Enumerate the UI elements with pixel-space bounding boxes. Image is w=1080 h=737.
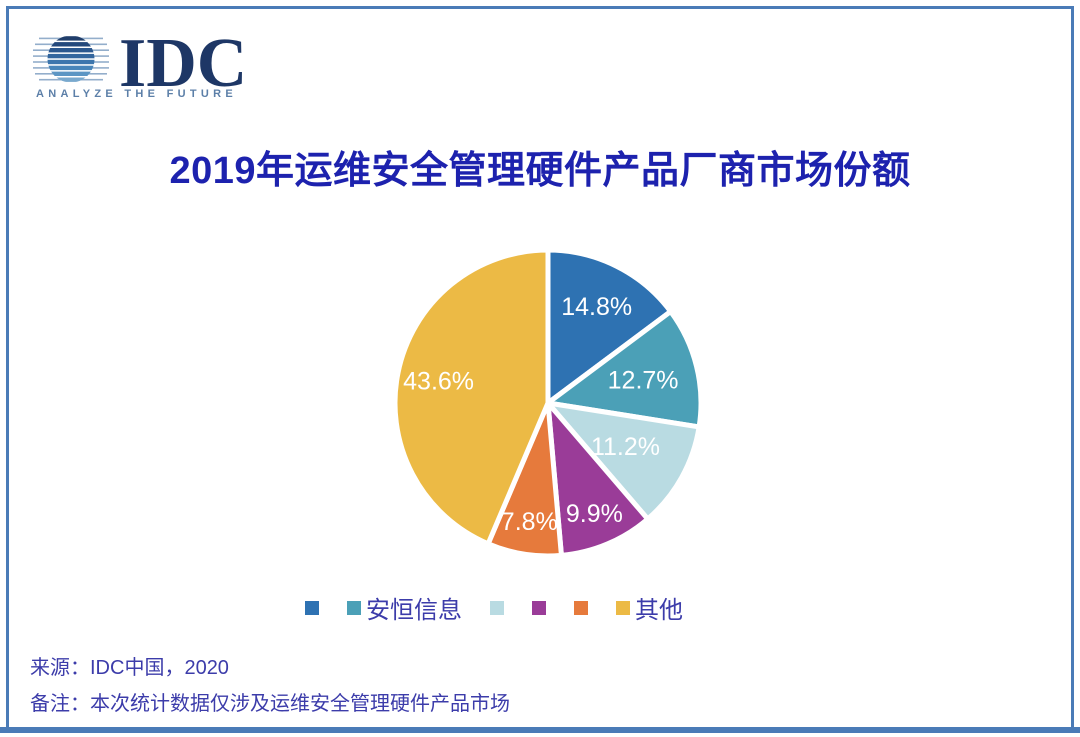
source-line: 来源：IDC中国，2020 (30, 657, 229, 679)
legend-item-5: 其他 (616, 590, 683, 625)
idc-globe-icon: IDC (33, 25, 247, 102)
legend-item-2 (490, 600, 504, 615)
pie-slice-label-1: 12.7% (608, 367, 679, 395)
idc-logo-text: IDC (119, 25, 247, 102)
pie-slice-label-3: 9.9% (566, 500, 623, 528)
legend-swatch-icon (574, 600, 588, 615)
pie-slice-label-4: 7.8% (501, 508, 558, 536)
pie-slice-label-0: 14.8% (561, 293, 632, 321)
pie-slice-1 (545, 309, 704, 430)
legend-label: 其他 (635, 597, 683, 624)
idc-logo-tagline: ANALYZE THE FUTURE (36, 88, 238, 100)
legend-item-0 (305, 600, 319, 615)
legend-item-3 (532, 600, 546, 615)
legend-swatch-icon (616, 600, 630, 615)
legend-swatch-icon (532, 600, 546, 615)
chart-legend: 安恒信息 其他 (0, 590, 1034, 625)
pie-slice-5 (392, 247, 551, 547)
pie-slice-label-5: 43.6% (403, 368, 474, 396)
chart-title: 2019年运维安全管理硬件产品厂商市场份额 (169, 150, 911, 192)
legend-swatch-icon (490, 600, 504, 615)
legend-label: 安恒信息 (366, 597, 462, 624)
legend-item-4 (574, 600, 588, 615)
note-line: 备注：本次统计数据仅涉及运维安全管理硬件产品市场 (30, 693, 510, 715)
pie-chart: 14.8% 12.7% 11.2% 9.9% 7.8% 43.6% (392, 247, 704, 559)
legend-swatch-icon (305, 600, 319, 615)
idc-logo: IDC ANALYZE THE FUTURE (25, 24, 255, 106)
pie-slice-label-2: 11.2% (591, 433, 660, 461)
legend-swatch-icon (347, 600, 361, 615)
legend-item-1: 安恒信息 (347, 590, 462, 625)
pie-slice-3 (545, 400, 651, 558)
bottom-accent-bar (0, 727, 1080, 733)
pie-slice-2 (545, 400, 702, 522)
pie-slice-0 (545, 247, 674, 406)
globe-stripes (47, 36, 95, 82)
